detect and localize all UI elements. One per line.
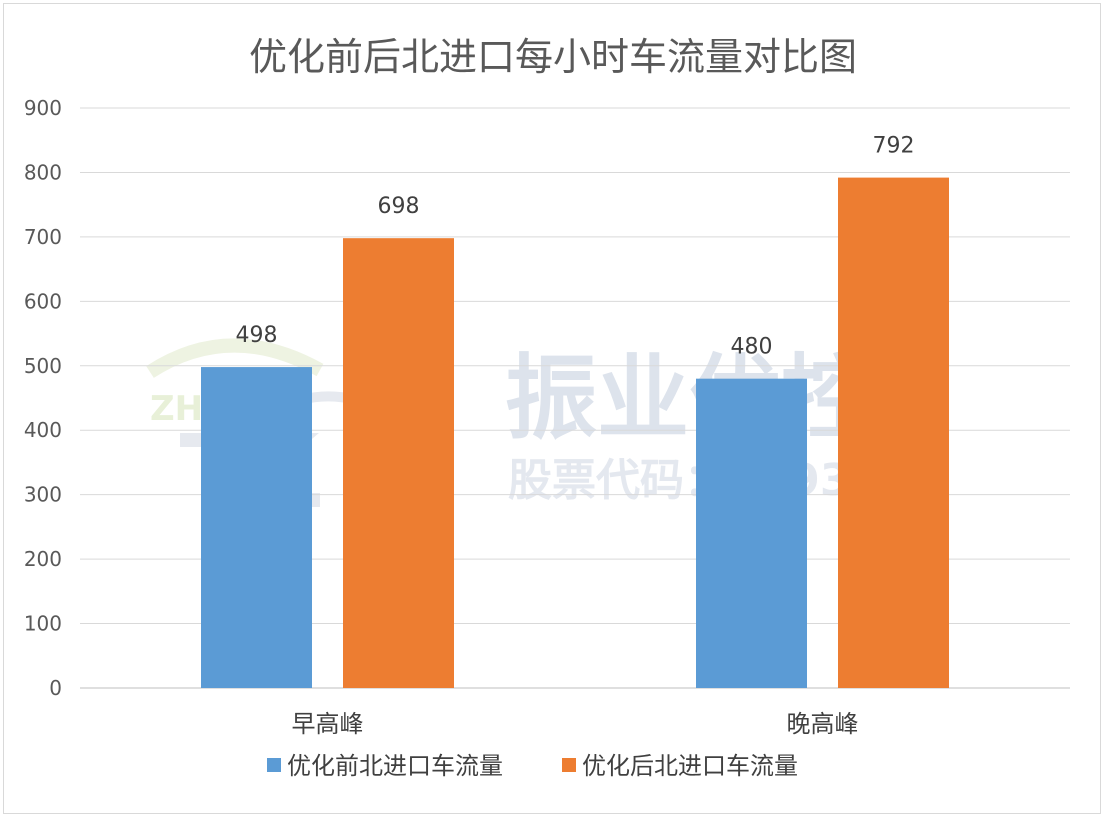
legend-label-before: 优化前北进口车流量	[287, 752, 503, 780]
y-axis-ticks: 0 100 200 300 400 500 600 700 800 900	[24, 96, 62, 700]
data-label: 698	[378, 194, 420, 219]
x-category-label: 早高峰	[292, 710, 364, 738]
y-tick-label: 500	[24, 354, 62, 378]
data-label: 480	[731, 335, 773, 360]
legend-swatch-before	[267, 758, 281, 772]
y-tick-label: 0	[49, 676, 62, 700]
y-tick-label: 200	[24, 547, 62, 571]
chart-title: 优化前后北进口每小时车流量对比图	[249, 35, 857, 79]
bar-after-evening	[838, 177, 949, 688]
data-label: 792	[873, 134, 915, 159]
watermark-brand: 振业优控	[505, 345, 873, 452]
bar-after-morning	[343, 238, 454, 688]
data-labels: 498 698 480 792	[236, 134, 915, 360]
y-tick-label: 400	[24, 418, 62, 442]
y-tick-label: 300	[24, 483, 62, 507]
data-label: 498	[236, 323, 278, 348]
y-tick-label: 600	[24, 289, 62, 313]
legend-swatch-after	[562, 758, 576, 772]
bar-before-morning	[201, 367, 312, 688]
x-category-label: 晚高峰	[787, 710, 859, 738]
y-tick-label: 800	[24, 160, 62, 184]
x-axis-categories: 早高峰 晚高峰	[292, 710, 859, 738]
legend: 优化前北进口车流量 优化后北进口车流量	[267, 752, 798, 780]
y-tick-label: 700	[24, 225, 62, 249]
legend-label-after: 优化后北进口车流量	[582, 752, 798, 780]
bars	[201, 177, 949, 688]
y-tick-label: 100	[24, 612, 62, 636]
y-tick-label: 900	[24, 96, 62, 120]
bar-before-evening	[696, 378, 807, 688]
